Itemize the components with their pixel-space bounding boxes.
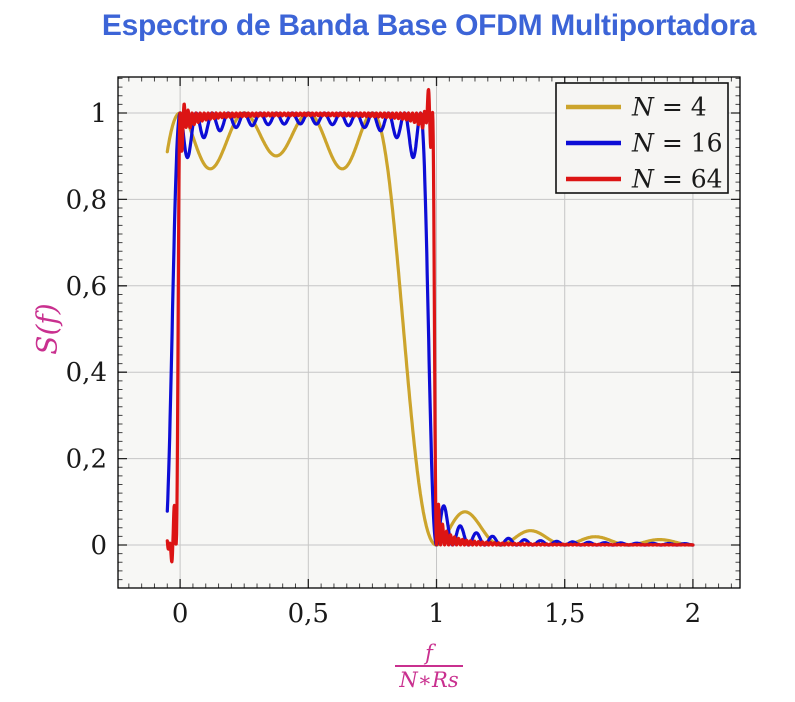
y-tick-label: 0,2 xyxy=(66,445,107,475)
y-tick-label: 0,6 xyxy=(66,272,107,302)
minor-ticks xyxy=(118,77,740,588)
x-tick-label: 1 xyxy=(428,599,445,629)
y-tick-label: 1 xyxy=(90,99,107,129)
x-tick-label: 1,5 xyxy=(544,599,585,629)
legend-label: N = 64 xyxy=(631,165,723,194)
y-tick-label: 0,4 xyxy=(66,358,107,388)
x-tick-label: 0 xyxy=(172,599,189,629)
y-axis-label: S(f) xyxy=(30,303,64,355)
series-line-64 xyxy=(165,88,695,564)
x-axis-label: f N∗Rs xyxy=(395,642,463,691)
chart-title: Espectro de Banda Base OFDM Multiportado… xyxy=(101,9,757,42)
legend-label: N = 16 xyxy=(631,129,723,158)
series-curves xyxy=(165,88,695,564)
legend: N = 4 N = 16 N = 64 xyxy=(555,82,729,194)
legend-box xyxy=(555,82,729,194)
legend-label: N = 4 xyxy=(631,93,707,122)
series-line-16 xyxy=(165,111,695,547)
x-axis-label-denominator: N∗Rs xyxy=(399,668,459,693)
y-tick-label: 0,8 xyxy=(66,185,107,215)
fraction-bar-line xyxy=(395,665,463,668)
x-tick-label: 2 xyxy=(685,599,702,629)
x-tick-label: 0,5 xyxy=(288,599,329,629)
major-ticks xyxy=(118,77,740,588)
plot-frame xyxy=(117,76,741,589)
y-tick-label: 0 xyxy=(90,531,107,561)
x-axis-label-numerator: f xyxy=(425,641,433,665)
